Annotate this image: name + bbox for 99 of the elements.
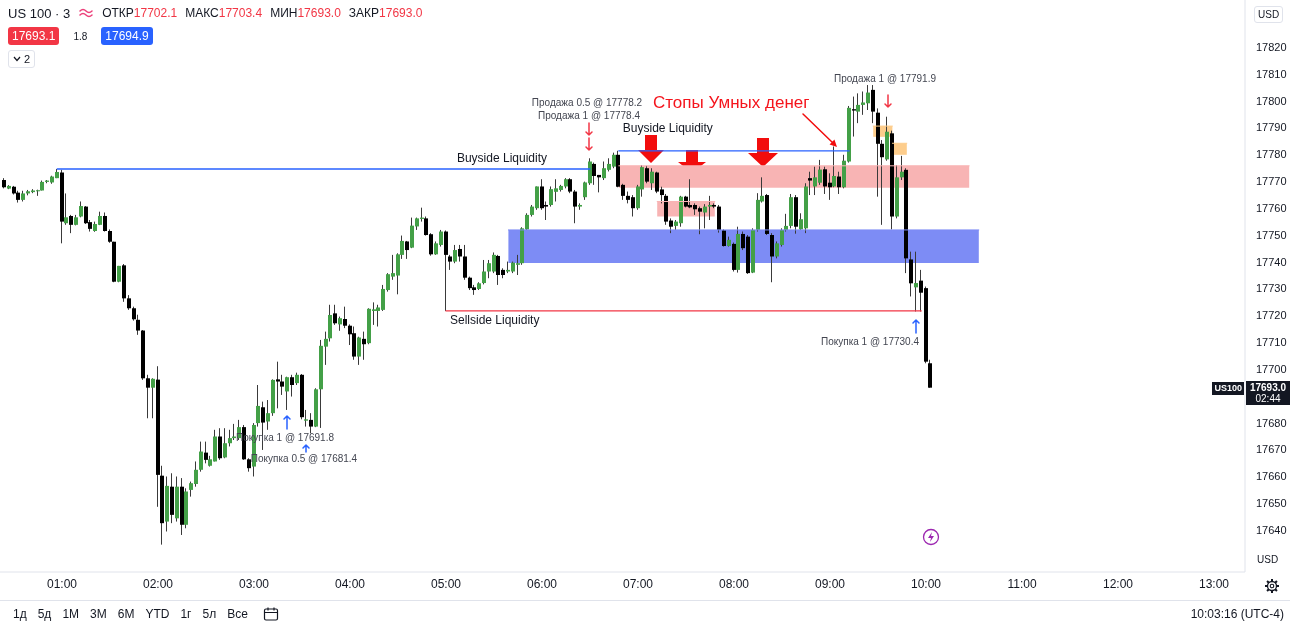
annotation: МИН17693.0 [270,6,341,20]
y-tick-label: 17790 [1256,121,1287,134]
candlestick [650,167,654,191]
annotation: 2 [24,53,31,65]
text: 10:03:16 (UTC-4) [1190,606,1284,621]
annotation: Продажа 1 @ 17778.4 [538,109,641,121]
annotation: 1.8 [73,30,88,42]
y-tick-label: 17770 [1256,175,1287,188]
candlestick [352,326,356,361]
annotation: МАКС17703.4 [185,6,263,20]
annotation: Продажа 1 @ 17791.9 [834,72,937,84]
candlestick [770,232,774,283]
chart-title: US 100 · 3 [8,5,71,21]
x-tick-label: 04:00 [334,577,366,591]
y-tick-label: 17740 [1256,255,1287,268]
annotation: Покупка 1 @ 17730.4 [820,335,920,347]
candlestick [290,374,294,398]
x-tick-label: 09:00 [814,577,846,591]
text: 1М [62,606,80,621]
y-tick-label: 17660 [1256,470,1287,483]
candlestick [146,374,150,419]
x-tick-label: 07:00 [622,577,654,591]
y-tick-label: 17640 [1256,523,1287,536]
y-tick-label: 17650 [1256,497,1287,510]
candlestick [410,217,414,249]
candlestick [357,336,361,366]
annotation: ЗАКР17693.0 [348,6,423,20]
y-tick-label: 17720 [1256,309,1287,322]
candlestick [204,441,208,464]
y-tick-label: 17810 [1256,67,1287,80]
x-tick-label: 02:00 [143,577,174,591]
text: 5л [202,606,217,621]
candlestick [463,244,467,281]
series-label: Sellside Liquidity [450,312,540,327]
candlestick [362,331,366,361]
candlestick [280,374,284,396]
candlestick [64,192,68,226]
candlestick [852,96,856,138]
candlestick [717,204,721,234]
text: 5д [37,606,52,621]
annotation: Стопы Умных денег [653,93,810,112]
annotation: 17694.9 [105,29,149,43]
candlestick [453,244,457,264]
candlestick [266,399,270,431]
candlestick [309,412,313,434]
y-tick-label: 17820 [1256,40,1287,53]
series-label: Buyside Liquidity [622,120,713,135]
candlestick [871,84,875,124]
y-tick-label: 17680 [1256,416,1287,429]
candlestick [856,92,860,124]
text: USD [1258,9,1280,20]
candlestick [223,427,227,459]
candlestick [328,304,332,343]
x-tick-label: 13:00 [1198,577,1230,591]
candlestick [837,171,841,195]
x-tick-label: 12:00 [1102,577,1134,591]
series-label: Buyside Liquidity [456,151,547,166]
y-tick-label: 17780 [1256,148,1287,161]
text: 02:44 [1255,392,1281,404]
text: 1г [180,606,192,621]
annotation: 17693.1 [12,29,56,43]
candlestick [276,361,280,409]
candlestick [808,171,812,196]
candlestick [914,251,918,312]
candlestick [573,189,577,224]
candlestick [343,306,347,329]
text: 17693.0 [1249,381,1287,393]
candlestick [909,251,913,297]
annotation: US100 [1214,383,1242,394]
candlestick [151,377,155,419]
text: 6М [117,606,135,621]
candlestick [218,427,222,461]
text: Все [227,606,248,621]
text: USD [1257,554,1279,565]
y-tick-label: 17710 [1256,336,1287,349]
x-tick-label: 08:00 [718,577,750,591]
x-tick-label: 10:00 [910,577,942,591]
x-tick-label: 11:00 [1007,577,1037,591]
x-tick-label: 05:00 [430,577,462,591]
y-tick-label: 17730 [1256,282,1287,295]
text: YTD [145,606,170,621]
candlestick [199,441,203,473]
candlestick [285,376,289,411]
y-tick-label: 17760 [1256,201,1287,214]
candlestick [69,214,73,234]
x-tick-label: 06:00 [526,577,558,591]
annotation: ОТКР17702.1 [102,6,178,20]
candlestick [333,304,337,326]
candlestick [482,259,486,285]
y-tick-label: 17670 [1256,443,1287,456]
annotation: Продажа 0.5 @ 17778.2 [531,96,643,108]
candlestick [103,211,107,233]
x-tick-label: 01:00 [47,577,78,591]
y-tick-label: 17700 [1256,362,1287,375]
text: 1д [13,606,27,621]
y-tick-label: 17750 [1256,228,1287,241]
y-tick-label: 17800 [1256,94,1287,107]
x-tick-label: 03:00 [239,577,270,591]
text: 3М [90,606,107,621]
